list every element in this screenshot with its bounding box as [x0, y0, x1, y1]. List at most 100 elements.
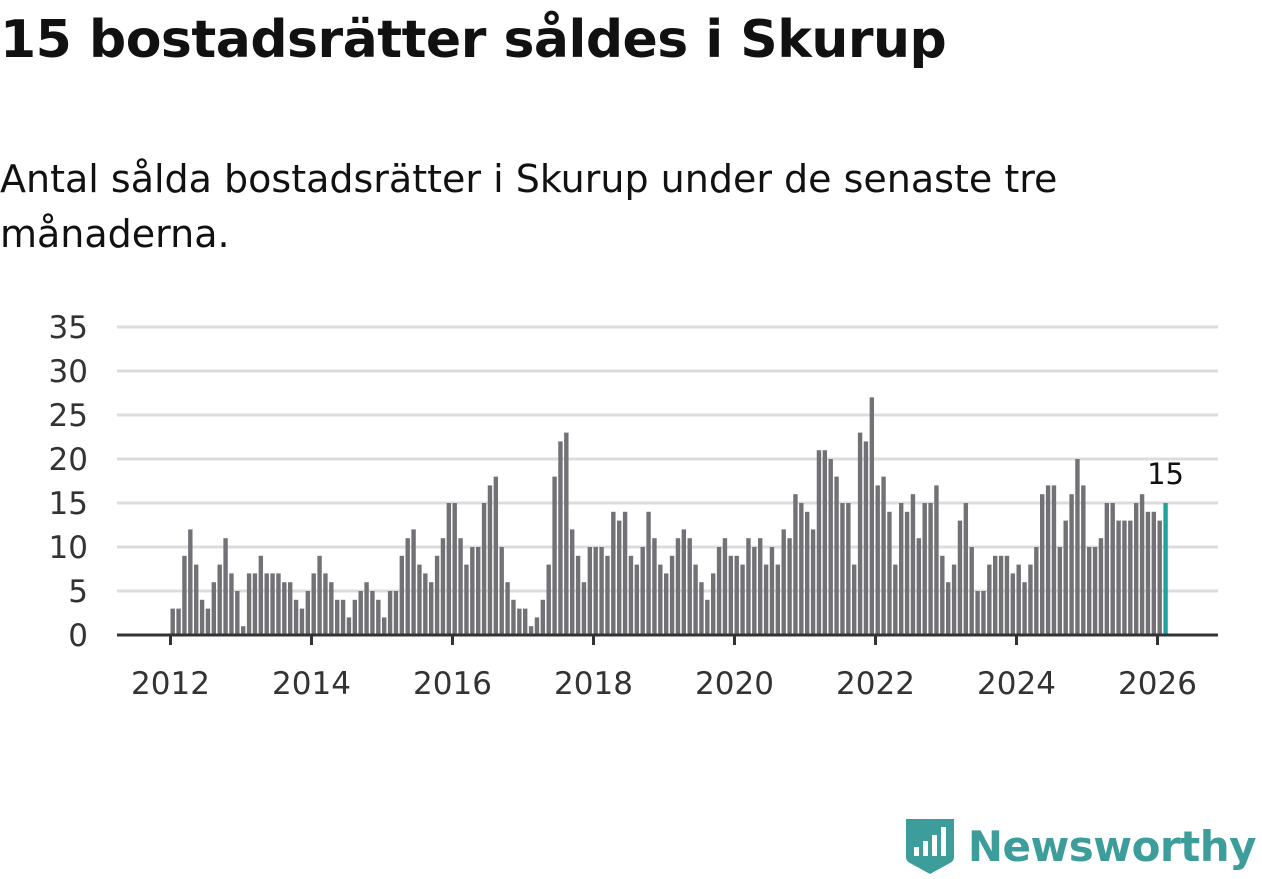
x-tick-label: 2018: [554, 666, 633, 702]
bar: [241, 626, 246, 635]
bar: [511, 599, 516, 635]
bar: [252, 573, 258, 635]
bar: [752, 547, 757, 635]
chart-title: 15 bostadsrätter såldes i Skurup: [0, 10, 947, 70]
bar: [1004, 555, 1010, 635]
bar: [951, 564, 957, 635]
bar: [352, 599, 358, 635]
bar: [834, 476, 839, 635]
bar: [875, 485, 880, 635]
bar: [617, 520, 622, 635]
bar: [299, 608, 305, 635]
bar: [734, 555, 739, 635]
bar: [1057, 547, 1063, 635]
bar: [822, 450, 828, 635]
bar: [217, 564, 222, 635]
bar: [358, 591, 363, 635]
bar: [528, 626, 534, 635]
bar: [928, 503, 933, 635]
x-tick-label: 2020: [695, 666, 774, 702]
bar: [922, 503, 927, 635]
bar: [787, 538, 792, 635]
bar: [910, 494, 916, 635]
bar: [934, 485, 939, 635]
bar: [1081, 485, 1086, 635]
bar: [969, 547, 974, 635]
bar: [769, 547, 775, 635]
bar: [370, 591, 375, 635]
bar: [728, 555, 734, 635]
bar: [1163, 503, 1168, 635]
y-tick-label: 30: [49, 354, 88, 390]
bar: [417, 564, 422, 635]
bar: [699, 582, 704, 635]
bar: [781, 529, 786, 635]
bar: [1040, 494, 1045, 635]
x-axis-labels: 2012 2014 2016 2018 2020 2022 2024 2026: [131, 666, 1197, 702]
bar: [564, 432, 569, 635]
bar: [329, 582, 334, 635]
bar: [746, 538, 751, 635]
bar: [852, 564, 857, 635]
x-tick-label: 2022: [836, 666, 915, 702]
bar: [1087, 547, 1092, 635]
bar: [1145, 511, 1151, 635]
bar: [311, 573, 316, 635]
bar: [957, 520, 963, 635]
bar: [411, 529, 416, 635]
bar: [664, 573, 669, 635]
bar: [1075, 459, 1080, 635]
bar: [1122, 520, 1127, 635]
x-tick-label: 2014: [272, 666, 351, 702]
bar: [840, 503, 845, 635]
x-axis-ticks: [169, 635, 1159, 645]
bar: [640, 547, 645, 635]
bar: [1022, 582, 1027, 635]
bar: [288, 582, 293, 635]
bar: [1051, 485, 1057, 635]
bar: [893, 564, 898, 635]
bar: [270, 573, 275, 635]
bar: [793, 494, 798, 635]
bar: [805, 511, 810, 635]
bar: [693, 564, 698, 635]
bar: [246, 573, 252, 635]
bar: [346, 617, 352, 635]
bar: [916, 538, 922, 635]
y-tick-label: 5: [68, 574, 88, 610]
bar: [722, 538, 728, 635]
newsworthy-logo: Newsworthy: [904, 817, 1257, 875]
bar: [1063, 520, 1068, 635]
bar: [552, 476, 557, 635]
x-tick-label: 2026: [1118, 666, 1197, 702]
y-tick-label: 15: [49, 486, 88, 522]
bar: [323, 573, 328, 635]
bar: [399, 555, 405, 635]
bar: [575, 555, 581, 635]
bar: [1045, 485, 1051, 635]
bar: [828, 459, 833, 635]
bar: [599, 547, 604, 635]
bar: [170, 608, 175, 635]
bar: [981, 591, 986, 635]
bar: [570, 529, 575, 635]
bar: [857, 432, 863, 635]
bar: [423, 573, 428, 635]
bar: [499, 547, 504, 635]
bar: [658, 564, 663, 635]
y-tick-label: 35: [49, 310, 88, 346]
bar: [282, 582, 287, 635]
bar: [799, 503, 804, 635]
bar: [904, 511, 910, 635]
bar: [816, 450, 822, 635]
bar: [963, 503, 969, 635]
bar: [775, 564, 781, 635]
bar: [605, 555, 610, 635]
bar: [628, 555, 634, 635]
bar: [481, 503, 487, 635]
bar: [382, 617, 387, 635]
x-tick-label: 2016: [413, 666, 492, 702]
bar: [229, 573, 234, 635]
bars: [170, 397, 1168, 635]
bar: [429, 582, 434, 635]
